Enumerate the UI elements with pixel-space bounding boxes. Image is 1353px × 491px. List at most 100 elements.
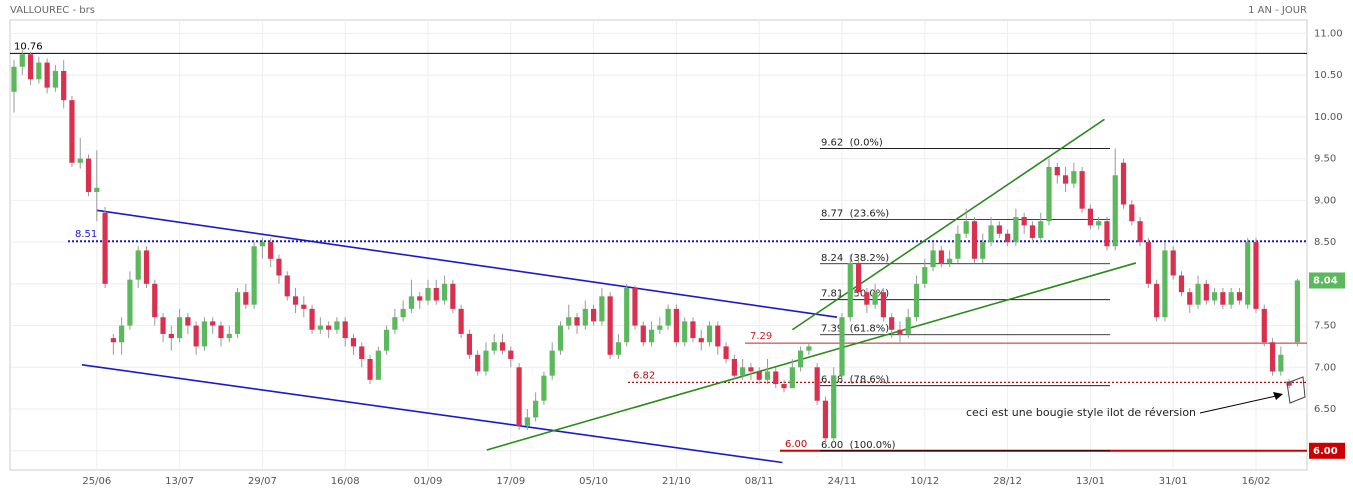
- candle-body: [69, 100, 75, 163]
- candle-body: [574, 317, 580, 326]
- x-tick-label: 21/10: [662, 476, 691, 487]
- candle-body: [201, 321, 208, 347]
- candle-body: [1029, 225, 1036, 238]
- fib-label: 8.77 (23.6%): [821, 209, 889, 220]
- candle-body: [756, 371, 762, 380]
- candle-body: [872, 292, 878, 305]
- candle-body: [723, 346, 729, 359]
- candle-body: [640, 325, 646, 343]
- candle-body: [657, 325, 663, 330]
- fib-label: 9.62 (0.0%): [821, 138, 883, 149]
- candle-body: [475, 354, 481, 372]
- candle-body: [499, 342, 506, 351]
- candle-body: [930, 250, 936, 268]
- candle-body: [152, 283, 158, 318]
- candle-body: [1021, 217, 1027, 226]
- candle-body: [773, 371, 779, 385]
- candle-body: [922, 267, 928, 284]
- candle-body: [648, 329, 655, 343]
- chart-title: VALLOUREC - brs: [10, 5, 95, 16]
- x-tick-label: 10/12: [910, 476, 939, 487]
- candle-body: [1062, 175, 1069, 184]
- candle-body: [127, 279, 133, 326]
- x-tick-label: 01/09: [414, 476, 443, 487]
- candle-body: [706, 325, 713, 343]
- fib-label: 7.81 (50.0%): [821, 289, 889, 300]
- candle-body: [218, 325, 224, 339]
- candle-body: [607, 296, 613, 355]
- level-label: 7.29: [750, 331, 772, 342]
- x-tick-label: 24/11: [828, 476, 857, 487]
- candle-body: [1178, 275, 1185, 293]
- candle-body: [938, 250, 944, 263]
- candle-body: [226, 333, 232, 339]
- candle-body: [1005, 233, 1011, 243]
- level-label: 6.00: [785, 439, 807, 450]
- candle-body: [177, 317, 183, 339]
- candle-body: [682, 321, 688, 343]
- level-label: 8.51: [75, 229, 97, 240]
- candle-body: [259, 242, 265, 247]
- candle-body: [417, 296, 423, 301]
- candle-body: [1104, 221, 1110, 247]
- candle-body: [168, 333, 174, 339]
- fib-label: 7.39 (61.8%): [821, 324, 889, 335]
- y-tick-label: 9.00: [1314, 195, 1336, 206]
- candle-body: [1046, 166, 1052, 222]
- candle-body: [1261, 308, 1267, 343]
- x-tick-label: 08/11: [745, 476, 774, 487]
- candle-body: [1145, 242, 1151, 284]
- candle-body: [359, 346, 365, 359]
- candle-body: [301, 304, 307, 309]
- trendline: [96, 209, 838, 319]
- x-tick-label: 25/06: [82, 476, 111, 487]
- fib-label: 6.78 (78.6%): [821, 375, 889, 386]
- candle-body: [94, 187, 100, 192]
- candle-body: [1286, 381, 1292, 386]
- highlight-box: [1286, 376, 1306, 404]
- candle-body: [508, 350, 514, 359]
- candle-body: [1162, 250, 1168, 318]
- candle-body: [864, 292, 870, 305]
- x-tick-label: 31/01: [1159, 476, 1188, 487]
- y-tick-label: 7.50: [1314, 321, 1336, 332]
- candle-body: [27, 54, 34, 80]
- candle-body: [1278, 354, 1284, 372]
- candle-body: [160, 317, 166, 334]
- candle-body: [963, 221, 969, 234]
- level-label: 10.76: [14, 41, 43, 52]
- candle-body: [1087, 208, 1093, 226]
- candle-body: [334, 321, 340, 330]
- x-tick-label: 17/09: [496, 476, 525, 487]
- candle-body: [1187, 292, 1193, 305]
- candle-body: [61, 70, 67, 101]
- level-label: 6.82: [633, 370, 655, 381]
- candle-body: [1112, 175, 1118, 247]
- trendline: [791, 118, 1105, 331]
- candle-body: [1013, 217, 1019, 243]
- candle-body: [690, 321, 696, 339]
- candle-body: [433, 287, 439, 301]
- candle-body: [309, 308, 315, 330]
- candle-body: [317, 325, 323, 330]
- candle-body: [77, 158, 83, 163]
- fib-label: 8.24 (38.2%): [821, 253, 889, 264]
- candle-body: [1203, 283, 1209, 301]
- candle-body: [1220, 292, 1226, 305]
- candle-body: [268, 242, 274, 259]
- candle-body: [715, 325, 721, 347]
- candle-body: [234, 292, 241, 334]
- x-tick-label: 13/01: [1076, 476, 1105, 487]
- candle-body: [615, 342, 622, 355]
- plot-area: [9, 19, 1308, 471]
- candle-body: [889, 317, 895, 330]
- candle-body: [582, 308, 588, 326]
- candle-body: [483, 350, 489, 372]
- y-tick-label: 7.00: [1314, 362, 1336, 373]
- candle-body: [665, 308, 671, 326]
- candle-body: [458, 308, 464, 334]
- candle-body: [1054, 166, 1060, 176]
- candle-body: [251, 246, 257, 305]
- candle-body: [36, 62, 42, 80]
- candle-body: [44, 62, 50, 88]
